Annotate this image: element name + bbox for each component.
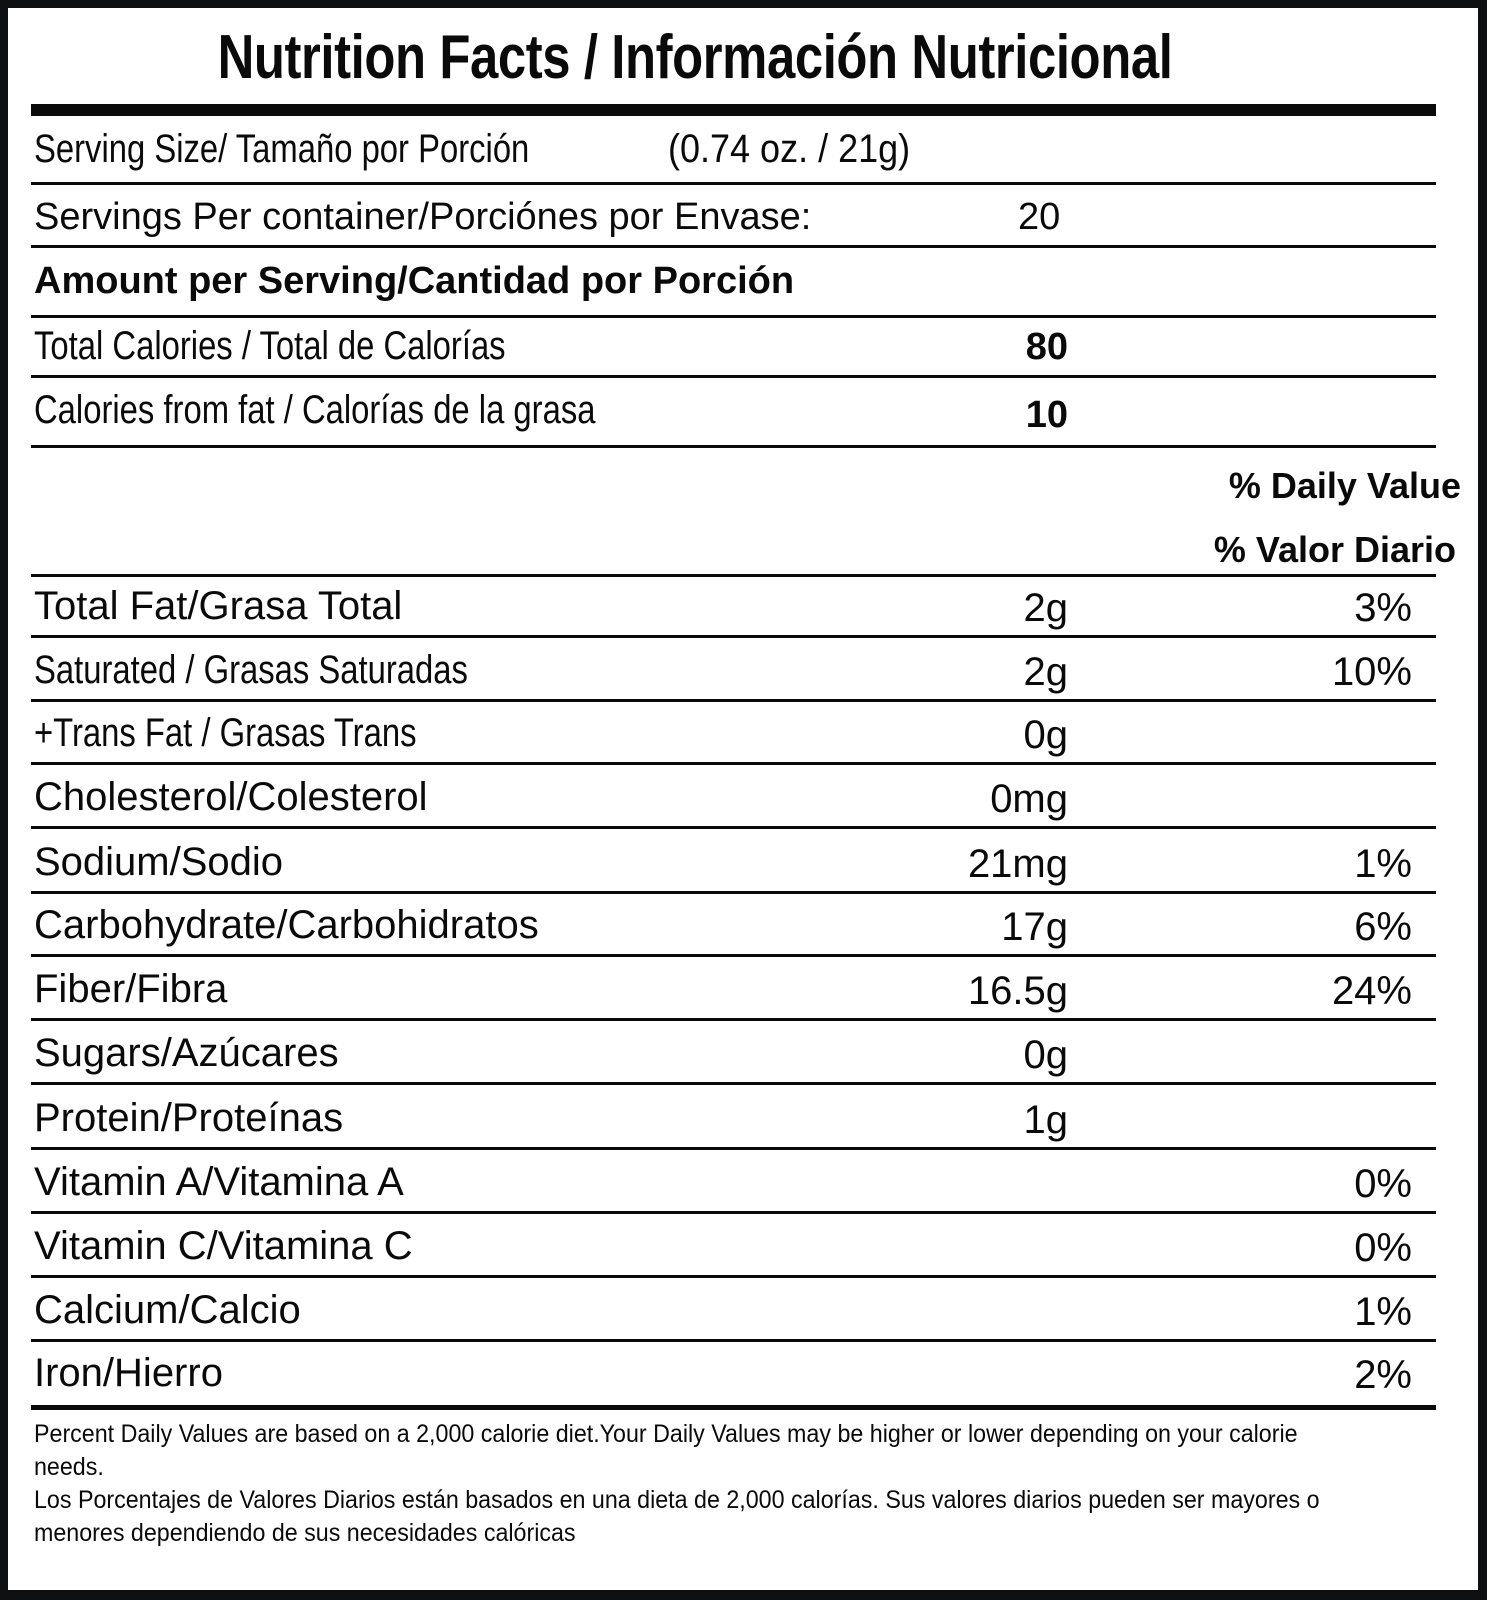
nutrient-row: Cholesterol/Colesterol 0mg (31, 765, 1436, 826)
nutrient-amount: 16.5g (967, 969, 1068, 1013)
calories-value: 80 (1025, 326, 1068, 368)
calories-fat-value: 10 (1025, 394, 1068, 436)
divider (31, 635, 1436, 638)
daily-value-header: % Daily Value (1228, 465, 1461, 506)
nutrient-daily-value: 1% (1354, 1290, 1412, 1334)
nutrient-row: Vitamin A/Vitamina A 0% (31, 1150, 1436, 1211)
divider (31, 826, 1436, 829)
divider (31, 1275, 1436, 1278)
nutrient-label: Calcium/Calcio (34, 1288, 301, 1332)
nutrient-amount: 2g (1023, 650, 1069, 694)
label-title: Nutrition Facts / Información Nutriciona… (217, 23, 1173, 92)
nutrient-amount: 21mg (967, 842, 1068, 886)
nutrient-row: Vitamin C/Vitamina C 0% (31, 1214, 1436, 1275)
divider (31, 445, 1436, 448)
nutrient-label: Carbohydrate/Carbohidratos (34, 903, 539, 947)
servings-label: Servings Per container/Porciónes por Env… (34, 196, 812, 238)
nutrient-amount: 0g (1023, 1033, 1069, 1077)
servings-value: 20 (1018, 196, 1061, 238)
nutrient-row: Iron/Hierro 2% (31, 1342, 1436, 1402)
nutrient-row: +Trans Fat / Grasas Trans 0g (31, 702, 1436, 762)
calories-fat-row: Calories from fat / Calorías de la grasa… (31, 378, 1436, 445)
nutrient-label: Protein/Proteínas (34, 1096, 344, 1140)
thick-divider (31, 104, 1436, 116)
divider (31, 315, 1436, 318)
divider (31, 954, 1436, 957)
nutrient-daily-value: 2% (1354, 1353, 1412, 1397)
divider (31, 891, 1436, 894)
nutrient-label: Sodium/Sodio (34, 840, 284, 884)
nutrient-amount: 17g (1001, 905, 1068, 949)
calories-fat-label: Calories from fat / Calorías de la grasa (34, 388, 596, 432)
valor-diario-header: % Valor Diario (1213, 529, 1456, 570)
amount-header-row: Amount per Serving/Cantidad por Porción (31, 248, 1436, 315)
nutrient-amount: 0g (1023, 713, 1069, 757)
nutrient-daily-value: 1% (1354, 842, 1412, 886)
nutrient-row: Carbohydrate/Carbohidratos 17g 6% (31, 894, 1436, 954)
nutrient-daily-value: 10% (1331, 650, 1412, 694)
bottom-divider (31, 1405, 1436, 1410)
divider (31, 762, 1436, 765)
divider (31, 1147, 1436, 1150)
servings-per-container-row: Servings Per container/Porciónes por Env… (31, 185, 1436, 245)
serving-size-label: Serving Size/ Tamaño por Porción (34, 127, 530, 171)
nutrient-row: Sodium/Sodio 21mg 1% (31, 829, 1436, 891)
divider (31, 1082, 1436, 1085)
nutrient-row: Total Fat/Grasa Total 2g 3% (31, 577, 1436, 635)
nutrient-label: Total Fat/Grasa Total (34, 584, 403, 628)
nutrient-row: Calcium/Calcio 1% (31, 1278, 1436, 1339)
divider (31, 182, 1436, 185)
amount-header: Amount per Serving/Cantidad por Porción (34, 260, 795, 302)
divider (31, 1339, 1436, 1342)
divider (31, 375, 1436, 378)
divider (31, 1018, 1436, 1021)
calories-row: Total Calories / Total de Calorías 80 (31, 318, 1436, 375)
divider (31, 1211, 1436, 1214)
nutrient-label: Iron/Hierro (34, 1351, 223, 1395)
nutrient-amount: 1g (1023, 1098, 1069, 1142)
nutrient-label: Vitamin C/Vitamina C (34, 1224, 413, 1268)
nutrient-row: Sugars/Azúcares 0g (31, 1021, 1436, 1082)
nutrient-row: Saturated / Grasas Saturadas 2g 10% (31, 638, 1436, 699)
serving-size-row: Serving Size/ Tamaño por Porción (0.74 o… (31, 116, 1436, 182)
nutrient-amount: 2g (1023, 586, 1069, 630)
nutrient-daily-value: 3% (1354, 586, 1412, 630)
nutrient-label: Cholesterol/Colesterol (34, 775, 428, 819)
serving-size-value: (0.74 oz. / 21g) (668, 127, 911, 171)
divider (31, 699, 1436, 702)
nutrient-row: Fiber/Fibra 16.5g 24% (31, 957, 1436, 1018)
nutrient-daily-value: 6% (1354, 905, 1412, 949)
calories-label: Total Calories / Total de Calorías (34, 324, 506, 368)
footnote-english: Percent Daily Values are based on a 2,00… (34, 1420, 1298, 1481)
nutrient-label: Fiber/Fibra (34, 967, 228, 1011)
nutrient-amount: 0mg (990, 777, 1068, 821)
footnote-spanish: Los Porcentajes de Valores Diarios están… (34, 1486, 1320, 1547)
nutrient-label: Saturated / Grasas Saturadas (34, 648, 468, 692)
divider (31, 574, 1436, 577)
nutrient-row: Protein/Proteínas 1g (31, 1085, 1436, 1147)
nutrient-label: +Trans Fat / Grasas Trans (34, 711, 417, 755)
nutrient-daily-value: 24% (1331, 969, 1412, 1013)
nutrient-daily-value: 0% (1354, 1162, 1412, 1206)
footnote: Percent Daily Values are based on a 2,00… (34, 1418, 1355, 1550)
nutrient-daily-value: 0% (1354, 1226, 1412, 1270)
nutrient-label: Sugars/Azúcares (34, 1031, 339, 1075)
nutrient-label: Vitamin A/Vitamina A (34, 1160, 404, 1204)
divider (31, 245, 1436, 248)
